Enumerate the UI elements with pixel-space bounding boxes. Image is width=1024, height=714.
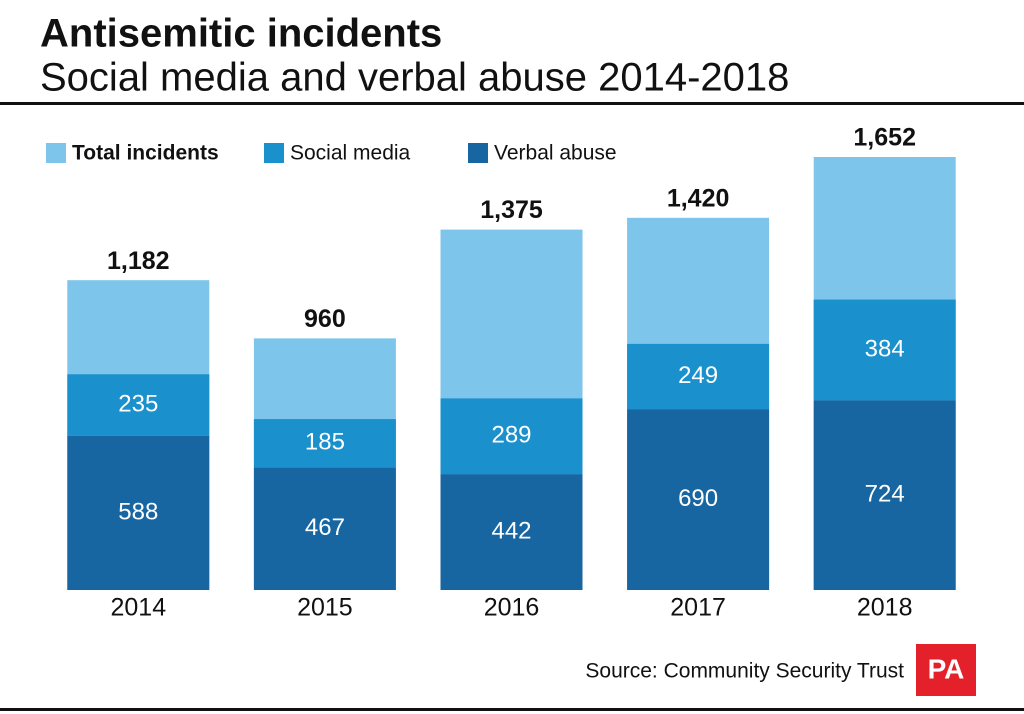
bar-social bbox=[253, 419, 396, 468]
logo-box bbox=[916, 644, 976, 696]
source: Source: Community Security Trust bbox=[585, 660, 904, 683]
footer-rule bbox=[0, 708, 1024, 711]
segment-label: 384 bbox=[865, 335, 905, 362]
bar-social bbox=[440, 398, 583, 475]
legend-label: Social media bbox=[290, 142, 411, 165]
total-label: 1,420 bbox=[667, 184, 730, 212]
total-label: 1,652 bbox=[853, 124, 916, 152]
bar-verbal bbox=[813, 400, 956, 590]
legend-label: Total incidents bbox=[72, 142, 219, 165]
segment-label: 185 bbox=[305, 429, 345, 456]
segment-label: 289 bbox=[491, 422, 531, 449]
legend-label: Verbal abuse bbox=[494, 142, 617, 165]
bar-verbal bbox=[440, 474, 583, 590]
total-label: 960 bbox=[304, 305, 346, 333]
bar-social bbox=[627, 343, 770, 410]
bar-verbal bbox=[253, 467, 396, 590]
segment-label: 467 bbox=[305, 514, 345, 541]
segment-label: 588 bbox=[118, 498, 158, 525]
x-tick-label: 2015 bbox=[297, 594, 353, 622]
header-rule bbox=[0, 102, 1024, 105]
total-label: 1,182 bbox=[107, 247, 170, 275]
chart-subtitle: Social media and verbal abuse 2014-2018 bbox=[40, 56, 789, 100]
legend-swatch bbox=[264, 143, 284, 163]
bar-social bbox=[67, 374, 210, 436]
logo: PA bbox=[928, 653, 965, 684]
legend-swatch bbox=[468, 143, 488, 163]
segment-label: 235 bbox=[118, 390, 158, 417]
segment-label: 249 bbox=[678, 362, 718, 389]
bar-verbal bbox=[67, 435, 210, 590]
x-tick-label: 2017 bbox=[670, 594, 726, 622]
segment-label: 690 bbox=[678, 485, 718, 512]
total-label: 1,375 bbox=[480, 196, 543, 224]
x-tick-label: 2018 bbox=[857, 594, 913, 622]
bar-social bbox=[813, 299, 956, 401]
segment-label: 442 bbox=[491, 517, 531, 544]
segment-label: 724 bbox=[865, 480, 905, 507]
x-tick-label: 2016 bbox=[484, 594, 540, 622]
x-tick-label: 2014 bbox=[110, 594, 166, 622]
bar-verbal bbox=[627, 409, 770, 590]
legend-swatch bbox=[46, 143, 66, 163]
chart-title: Antisemitic incidents bbox=[40, 12, 442, 56]
